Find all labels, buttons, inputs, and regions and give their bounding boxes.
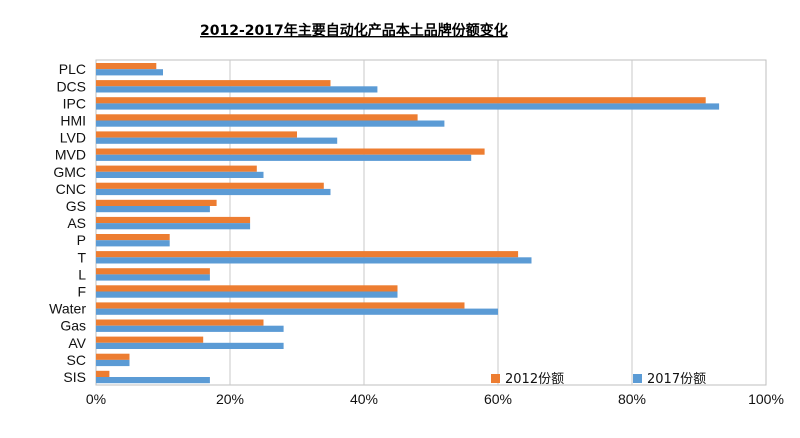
legend: 2012份额 2017份额 — [491, 372, 706, 387]
bar-dcs-2017 — [96, 86, 378, 93]
bar-gas-2012 — [96, 319, 264, 326]
category-label: SC — [67, 352, 86, 368]
bar-hmi-2012 — [96, 114, 418, 121]
bar-av-2012 — [96, 336, 204, 343]
bar-l-2017 — [96, 274, 210, 281]
category-label: AS — [67, 215, 86, 231]
bar-gs-2017 — [96, 206, 210, 213]
bar-as-2012 — [96, 216, 251, 224]
category-label: F — [77, 284, 86, 300]
x-tick-label: 20% — [216, 391, 244, 407]
category-label: Gas — [60, 318, 86, 334]
bar-ipc-2012 — [96, 97, 706, 104]
bar-cnc-2017 — [96, 188, 331, 196]
x-tick-label: 40% — [350, 391, 378, 407]
category-label: T — [77, 249, 86, 265]
category-label: PLC — [59, 61, 86, 77]
bar-gmc-2012 — [96, 165, 257, 172]
bar-gmc-2017 — [96, 171, 264, 178]
legend-swatch-2012 — [491, 374, 500, 383]
bar-p-2017 — [96, 240, 170, 247]
x-tick-label: 80% — [618, 391, 646, 407]
bar-t-2012 — [96, 251, 519, 258]
category-label: P — [77, 232, 86, 248]
bar-plc-2012 — [96, 63, 157, 70]
category-label: Water — [49, 301, 86, 317]
bar-l-2012 — [96, 268, 210, 275]
bar-p-2012 — [96, 234, 170, 241]
category-label: IPC — [63, 95, 86, 111]
bar-f-2017 — [96, 291, 398, 298]
bar-sc-2017 — [96, 359, 130, 367]
bar-water-2017 — [96, 308, 498, 315]
category-label: AV — [68, 335, 86, 351]
chart-title: 2012-2017年主要自动化产品本土品牌份额变化 — [200, 22, 508, 39]
bar-sis-2012 — [96, 370, 110, 377]
bar-sc-2012 — [96, 353, 130, 360]
category-label: GS — [66, 198, 86, 214]
legend-label-2017: 2017份额 — [647, 372, 706, 387]
category-label: HMI — [60, 113, 86, 129]
bar-t-2017 — [96, 257, 532, 264]
bar-gas-2017 — [96, 325, 284, 332]
bar-av-2017 — [96, 342, 284, 349]
bars — [96, 63, 720, 384]
category-label: SIS — [63, 369, 86, 385]
legend-label-2012: 2012份额 — [505, 372, 564, 387]
bar-mvd-2017 — [96, 154, 472, 161]
bar-water-2012 — [96, 302, 465, 309]
category-label: L — [78, 266, 86, 282]
bar-lvd-2012 — [96, 131, 297, 138]
legend-swatch-2017 — [633, 374, 642, 383]
bar-plc-2017 — [96, 69, 163, 76]
bar-lvd-2017 — [96, 137, 338, 144]
x-tick-labels: 0% 20% 40% 60% 80% 100% — [86, 391, 784, 407]
bar-hmi-2017 — [96, 120, 445, 127]
x-tick-label: 0% — [86, 391, 106, 407]
x-tick-label: 100% — [748, 391, 784, 407]
x-tick-label: 60% — [484, 391, 512, 407]
category-label: MVD — [55, 147, 86, 163]
bar-sis-2017 — [96, 377, 210, 384]
bar-cnc-2012 — [96, 182, 324, 189]
bar-ipc-2017 — [96, 103, 720, 110]
category-label: DCS — [56, 78, 86, 94]
bar-as-2017 — [96, 223, 251, 230]
category-label: GMC — [53, 164, 86, 180]
bar-dcs-2012 — [96, 80, 331, 87]
bar-f-2012 — [96, 285, 398, 292]
bar-gs-2012 — [96, 199, 217, 206]
bar-mvd-2012 — [96, 148, 485, 155]
category-label: LVD — [60, 130, 86, 146]
category-label: CNC — [56, 181, 86, 197]
